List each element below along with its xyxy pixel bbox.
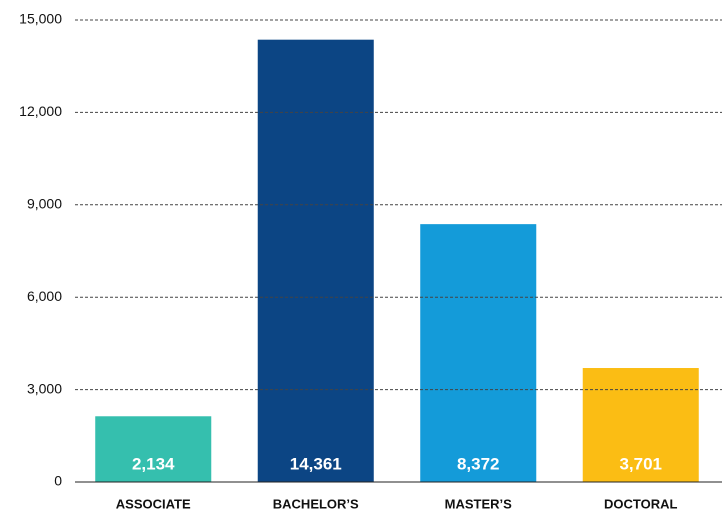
x-tick-label: MASTER’S	[445, 496, 513, 511]
bar	[420, 224, 537, 482]
y-tick-label: 0	[54, 473, 62, 489]
y-tick-label: 9,000	[27, 196, 62, 212]
bar	[582, 368, 699, 482]
value-label: 3,701	[619, 454, 662, 473]
y-tick-label: 12,000	[19, 103, 62, 119]
bar	[257, 39, 374, 482]
x-tick-label: ASSOCIATE	[116, 496, 191, 511]
x-tick-label: DOCTORAL	[604, 496, 677, 511]
x-tick-label: BACHELOR’S	[273, 496, 359, 511]
y-tick-label: 3,000	[27, 380, 62, 396]
y-tick-label: 6,000	[27, 288, 62, 304]
value-label: 8,372	[457, 454, 500, 473]
y-tick-label: 15,000	[19, 11, 62, 27]
value-label: 2,134	[132, 454, 175, 473]
value-label: 14,361	[290, 454, 342, 473]
bar	[95, 416, 212, 482]
